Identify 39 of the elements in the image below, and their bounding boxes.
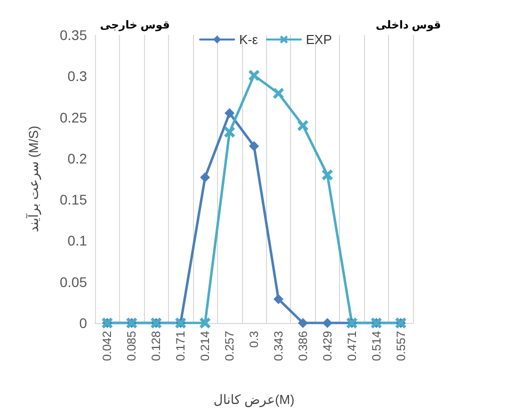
y-tick-label: 0.3 [68, 68, 88, 84]
point [200, 318, 211, 328]
y-tick-label: 0.15 [60, 192, 88, 208]
y-tick-label: 0 [79, 315, 88, 331]
x-tick-label: 0.085 [124, 330, 139, 362]
x-tick-label: 0.429 [320, 330, 334, 362]
y-tick-label: 0.1 [68, 232, 88, 249]
x-tick-label: 0.042 [100, 330, 114, 362]
legend-label: K-ε [239, 32, 258, 47]
y-tick-label: 0.2 [68, 150, 88, 166]
point [272, 88, 284, 99]
point [297, 120, 308, 132]
point [322, 318, 332, 328]
point [249, 141, 259, 152]
y-tick-label: 0.05 [60, 274, 88, 290]
x-tick-label: 0.128 [149, 330, 164, 362]
x-tick-label: 0.343 [271, 330, 286, 362]
y-axis-title: سرعت برآیند (M/S) [25, 126, 42, 232]
point [224, 108, 235, 118]
x-tick-label: 0.386 [296, 330, 310, 362]
text: قوس داخلی [376, 20, 441, 32]
y-tick-label: 0.35 [60, 27, 88, 43]
point [224, 126, 236, 138]
x-tick-label: 0.171 [174, 330, 188, 362]
x-tick-label: 0.3 [247, 330, 261, 348]
point [273, 294, 284, 304]
x-tick-label: 0.214 [198, 330, 212, 362]
legend-label: EXP [306, 32, 332, 47]
text: قوس خارجی [100, 20, 170, 32]
point [298, 318, 308, 328]
y-tick-label: 0.25 [60, 109, 88, 126]
x-tick-label: 0.514 [369, 330, 384, 362]
point [200, 172, 210, 182]
x-axis-title: عرض کانال(M) [214, 392, 294, 408]
x-tick-label: 0.471 [344, 330, 359, 362]
x-tick-label: 0.557 [394, 330, 408, 362]
point [322, 169, 333, 180]
point [248, 70, 260, 81]
x-tick-label: 0.257 [222, 330, 237, 362]
